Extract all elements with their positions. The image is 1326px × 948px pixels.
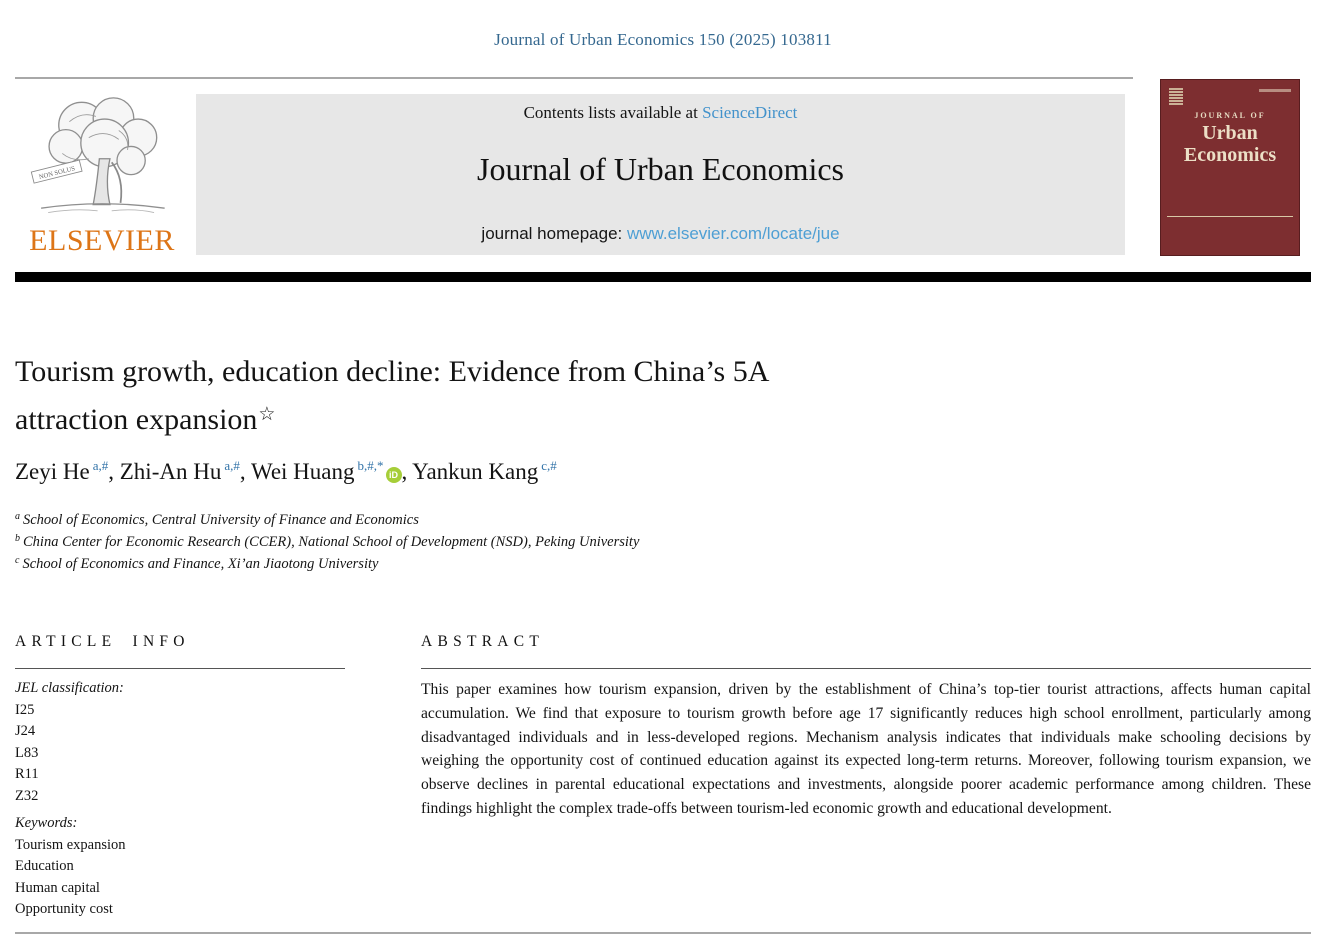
header-rule (15, 77, 1133, 79)
title-footnote-star-icon[interactable]: ☆ (258, 404, 276, 425)
sciencedirect-link[interactable]: ScienceDirect (702, 103, 798, 122)
affiliation-text: School of Economics and Finance, Xi’an J… (22, 556, 379, 572)
cover-emblem-icon (1169, 87, 1183, 106)
footer-rule (15, 932, 1311, 934)
homepage-line: journal homepage: www.elsevier.com/locat… (196, 224, 1125, 244)
elsevier-logo: NON SOLUS ELSEVIER (14, 92, 190, 257)
contents-prefix: Contents lists available at (523, 103, 703, 122)
abstract-heading: ABSTRACT (421, 633, 545, 650)
contents-line: Contents lists available at ScienceDirec… (196, 103, 1125, 123)
article-title-line2: attraction expansion (15, 403, 258, 436)
elsevier-wordmark: ELSEVIER (29, 224, 175, 257)
keyword: Opportunity cost (15, 901, 113, 917)
affiliation-superscript: a (15, 511, 20, 522)
affiliation-row: c School of Economics and Finance, Xi’an … (15, 554, 1115, 576)
jel-code: I25 (15, 701, 35, 718)
abstract-text: This paper examines how tourism expansio… (421, 681, 1311, 817)
keyword: Education (15, 858, 74, 874)
jel-code: L83 (15, 744, 39, 761)
page-citation: Journal of Urban Economics 150 (2025) 10… (494, 30, 832, 49)
affiliation-text: China Center for Economic Research (CCER… (23, 534, 640, 550)
cover-title-line2: Economics (1183, 144, 1277, 166)
affiliation-superscript: b (15, 533, 20, 544)
author-name: Wei Huang (250, 459, 355, 484)
article-title-line1: Tourism growth, education decline: Evide… (15, 355, 770, 388)
homepage-label: journal homepage: (481, 224, 627, 243)
cover-title-line1: Urban (1202, 122, 1258, 144)
affiliation-text: School of Economics, Central University … (23, 512, 419, 528)
abstract-section: ABSTRACT This paper examines how tourism… (421, 633, 1311, 821)
keyword: Human capital (15, 879, 100, 896)
cover-title: Urban Economics (1161, 122, 1299, 166)
author-line: Zeyi He a,#, Zhi-An Hu a,#, Wei Huang b,#,*… (15, 458, 1215, 485)
article-info-body: JEL classification: I25 J24 L83 R11 Z32 … (15, 678, 345, 921)
keywords-label: Keywords: (15, 815, 78, 831)
author-separator: , (239, 459, 246, 484)
author-name: Zeyi He (15, 459, 90, 484)
cover-rule (1167, 216, 1293, 217)
abstract-rule (421, 668, 1311, 669)
author-separator: , (108, 459, 114, 484)
jel-label: JEL classification: (15, 680, 124, 696)
orcid-icon[interactable]: iD (385, 467, 402, 483)
article-info-rule (15, 668, 345, 669)
author-superscript[interactable]: a,# (92, 458, 109, 473)
affiliations: a School of Economics, Central University… (15, 510, 1115, 576)
journal-name: Journal of Urban Economics (476, 151, 844, 187)
article-title: Tourism growth, education decline: Evide… (15, 350, 1015, 441)
cover-issn-placeholder (1259, 89, 1291, 92)
author-name: Zhi-An Hu (119, 459, 222, 484)
masthead-box: Contents lists available at ScienceDirec… (196, 94, 1125, 255)
article-info-section: ARTICLE INFO JEL classification: I25 J24… (15, 633, 345, 921)
divider-bar (15, 272, 1311, 282)
affiliation-row: b China Center for Economic Research (CCE… (15, 532, 1115, 554)
jel-code: R11 (15, 766, 39, 782)
author-superscript[interactable]: b,#,* (357, 458, 384, 473)
journal-cover-thumbnail: JOURNAL OF Urban Economics (1160, 79, 1300, 256)
author-separator: , (401, 459, 408, 484)
author-name: Yankun Kang (412, 459, 539, 484)
homepage-link[interactable]: www.elsevier.com/locate/jue (626, 224, 840, 243)
jel-code: J24 (15, 723, 36, 739)
affiliation-superscript: c (15, 555, 20, 566)
jel-code: Z32 (15, 787, 39, 804)
affiliation-row: a School of Economics, Central University… (15, 510, 1115, 532)
elsevier-tree-icon: NON SOLUS (30, 97, 165, 214)
author-superscript[interactable]: a,# (224, 458, 240, 473)
keyword: Tourism expansion (15, 836, 126, 853)
author-superscript[interactable]: c,# (541, 458, 557, 473)
article-info-heading: ARTICLE INFO (15, 633, 190, 650)
cover-kicker: JOURNAL OF (1194, 111, 1266, 120)
